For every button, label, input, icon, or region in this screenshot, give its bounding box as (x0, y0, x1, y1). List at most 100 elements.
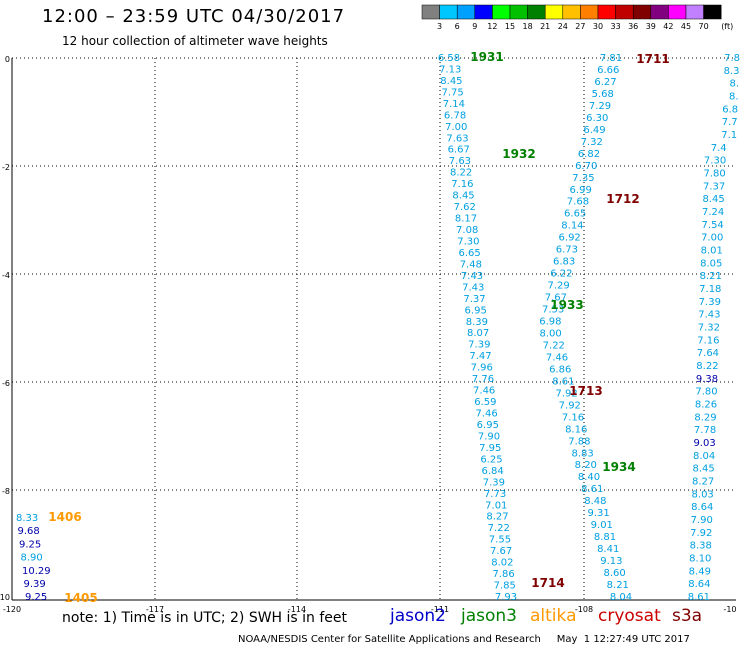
track-value: 8.61 (552, 376, 574, 387)
track-value: 9.39 (24, 579, 46, 590)
track-value: 8.60 (603, 568, 625, 579)
track-value: 7.54 (702, 220, 724, 231)
track-value: 7.18 (699, 284, 721, 295)
colorbar-tick-label: 18 (523, 22, 533, 31)
track-value: 8.27 (692, 477, 714, 488)
track-value: 8.05 (700, 258, 722, 269)
track-value: 7.76 (472, 374, 494, 385)
track-value: 7.39 (699, 297, 721, 308)
track-value: 7.08 (456, 225, 478, 236)
track-value: 8.64 (688, 579, 710, 590)
colorbar-tick-label: 6 (455, 22, 460, 31)
credit-line: NOAA/NESDIS Center for Satellite Applica… (238, 634, 690, 645)
x-tick-label: -10 (723, 605, 736, 614)
pass-labels: 1931 1932 1933 1934 1711 1712 1713 1714 1406 1405 (48, 50, 669, 605)
x-tick-label: -120 (3, 605, 21, 614)
y-tick-label: 0 (5, 55, 10, 64)
colorbar-swatch (668, 4, 687, 20)
track-value: 7.39 (468, 340, 490, 351)
colorbar-tick-label: 24 (558, 22, 568, 31)
track-value: 8.39 (466, 317, 488, 328)
colorbar-swatch (650, 4, 669, 20)
track-value: 6.59 (474, 397, 496, 408)
track-value: 6.92 (559, 233, 581, 244)
track-value: 7.62 (454, 202, 476, 213)
track-value: 7.68 (567, 197, 589, 208)
track-value: 8.03 (692, 489, 714, 500)
track-value: 8.45 (692, 464, 714, 475)
track-value: 8.45 (452, 191, 474, 202)
track-value: 6.99 (570, 185, 592, 196)
pass-label: 1933 (550, 298, 583, 312)
track-value: 8.17 (455, 214, 477, 225)
track-value: 8.26 (695, 400, 717, 411)
track-value: 8.29 (694, 412, 716, 423)
colorbar-unit: (ft) (721, 22, 733, 31)
track-value: 8.22 (696, 361, 718, 372)
track-value: 8.00 (539, 328, 561, 339)
track-value: 7.16 (697, 335, 719, 346)
track-value: 7.46 (475, 409, 497, 420)
track-value: 7.14 (443, 99, 465, 110)
pass-label: 1711 (636, 52, 669, 66)
colorbar-swatch (492, 4, 511, 20)
track-value: 7.37 (463, 294, 485, 305)
track-value: 9.25 (25, 592, 47, 603)
track-value: 7.55 (489, 535, 511, 546)
colorbar-tick-label: 33 (611, 22, 621, 31)
colorbar-swatch (439, 4, 458, 20)
track-value: 7.43 (461, 271, 483, 282)
track-value: 8.10 (689, 554, 711, 565)
track-value: 8.64 (691, 502, 713, 513)
track-value: 7.67 (490, 546, 512, 557)
track-value: 7.7 (722, 117, 738, 128)
track-value: 7.8 (724, 53, 740, 64)
track-value: 6.22 (550, 269, 572, 280)
track-value: 8.61 (581, 484, 603, 495)
pass-label: 1931 (470, 50, 503, 64)
track-value: 9.31 (587, 508, 609, 519)
track-value: 7.90 (478, 431, 500, 442)
track-value: 8.40 (578, 472, 600, 483)
track-values: 6.587.138.457.757.146.787.007.636.677.63… (16, 53, 740, 603)
track-value: 7.75 (442, 87, 464, 98)
track-value: 7.24 (702, 207, 724, 218)
colorbar-tick-label: 9 (472, 22, 477, 31)
track-value: 7.53 (542, 305, 564, 316)
pass-label: 1934 (602, 460, 635, 474)
track-value: 7.63 (446, 133, 468, 144)
track-value: 7.90 (691, 515, 713, 526)
colorbar-tick-label: 42 (663, 22, 673, 31)
legend-jason3: jason3 (461, 606, 517, 626)
track-value: 7.81 (600, 53, 622, 64)
track-value: 6.65 (564, 209, 586, 220)
track-value: 9.68 (18, 526, 40, 537)
colorbar-swatch (580, 4, 599, 20)
track-value: 9.25 (19, 539, 41, 550)
y-tick-label: -2 (2, 163, 10, 172)
track-value: 7.73 (484, 489, 506, 500)
pass-label: 1712 (606, 192, 639, 206)
pass-label: 1406 (48, 510, 81, 524)
colorbar-swatch (703, 4, 722, 20)
track-value: 6.78 (444, 110, 466, 121)
legend-s3a: s3a (672, 606, 703, 626)
track-value: 8.90 (21, 553, 43, 564)
colorbar-tick-label: 36 (628, 22, 638, 31)
colorbar-tick-label: 27 (575, 22, 585, 31)
track-value: 8.21 (607, 580, 629, 591)
track-value: 8.3 (724, 66, 740, 77)
track-value: 9.38 (696, 374, 718, 385)
y-tick-label: -6 (2, 379, 10, 388)
page-title: 12:00 – 23:59 UTC 04/30/2017 (42, 6, 346, 27)
track-value: 7.29 (548, 281, 570, 292)
track-value: 7.00 (445, 122, 467, 133)
track-value: 7.01 (485, 500, 507, 511)
track-value: 7.96 (471, 363, 493, 374)
legend-altika: altika (530, 606, 577, 626)
track-value: 8.07 (467, 328, 489, 339)
map-grid (11, 57, 736, 601)
track-value: 8.22 (450, 168, 472, 179)
colorbar-swatch (456, 4, 476, 20)
track-value: 8.33 (16, 513, 38, 524)
